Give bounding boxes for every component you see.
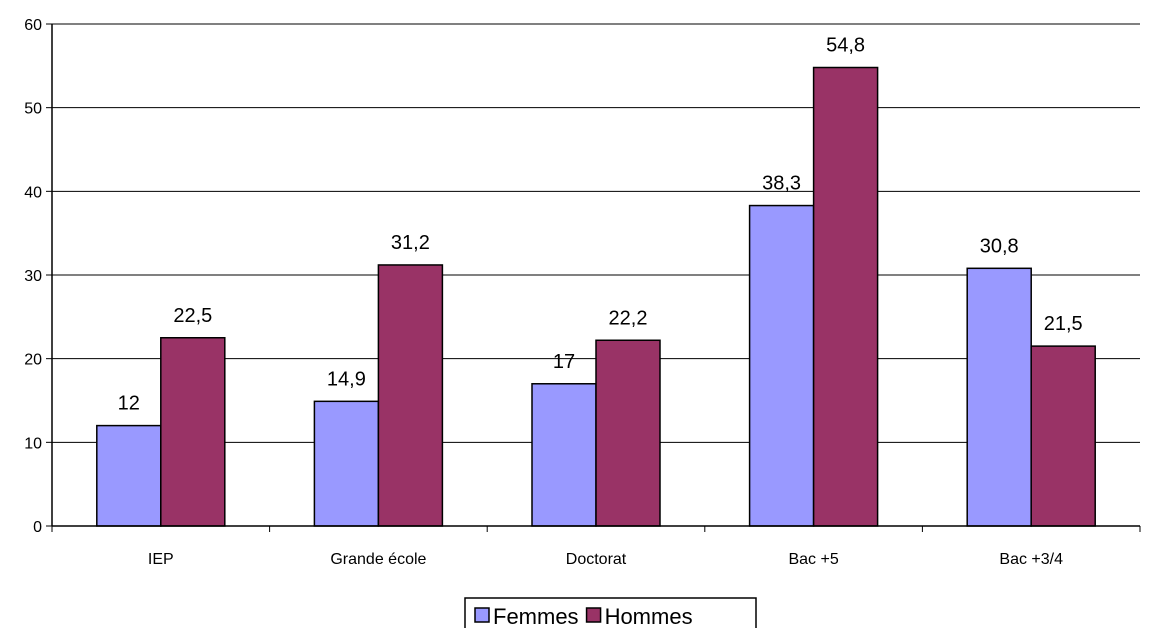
data-label: 21,5 bbox=[1044, 313, 1083, 335]
y-tick-label: 40 bbox=[24, 184, 42, 201]
bar-femmes bbox=[966, 267, 1032, 527]
data-label: 17 bbox=[553, 351, 575, 373]
bar-hommes bbox=[160, 337, 226, 527]
legend-swatch-femmes bbox=[474, 607, 490, 623]
bar-femmes bbox=[748, 204, 815, 527]
data-label: 12 bbox=[118, 393, 140, 415]
data-label: 22,2 bbox=[609, 307, 648, 329]
y-tick-label: 20 bbox=[24, 352, 42, 369]
legend-swatch-hommes bbox=[585, 607, 602, 623]
data-label: 54,8 bbox=[826, 35, 865, 57]
bar-hommes bbox=[812, 66, 879, 527]
legend: Femmes Hommes bbox=[464, 597, 757, 628]
bar-hommes bbox=[595, 339, 661, 527]
gridlines bbox=[52, 23, 1140, 443]
y-tick-labels: 0 10 20 30 40 50 60 bbox=[24, 17, 42, 536]
y-tick-label: 0 bbox=[33, 519, 42, 536]
bar-hommes bbox=[1030, 345, 1096, 527]
data-label: 14,9 bbox=[327, 368, 366, 390]
x-category-label: Bac +5 bbox=[788, 551, 838, 568]
bar-femmes bbox=[96, 424, 162, 527]
y-tick-label: 50 bbox=[24, 101, 42, 118]
data-label: 30,8 bbox=[980, 235, 1019, 257]
bar-femmes bbox=[531, 383, 597, 527]
legend-label: Hommes bbox=[605, 604, 693, 628]
x-category-labels: IEP Grande école Doctorat Bac +5 Bac +3/4 bbox=[148, 551, 1063, 568]
x-category-label: Doctorat bbox=[566, 551, 627, 568]
legend-box bbox=[464, 597, 757, 628]
x-category-label: Grande école bbox=[330, 551, 426, 568]
data-labels: 12 22,5 14,9 31,2 17 22,2 38,3 54,8 30,8 21,5 bbox=[118, 35, 1083, 415]
bars bbox=[96, 66, 1096, 527]
x-category-label: IEP bbox=[148, 551, 174, 568]
data-label: 22,5 bbox=[173, 305, 212, 327]
bar-hommes bbox=[377, 264, 444, 527]
y-tick-label: 30 bbox=[24, 268, 42, 285]
bar-femmes bbox=[313, 400, 380, 527]
legend-label: Femmes bbox=[493, 604, 579, 628]
data-label: 38,3 bbox=[762, 173, 801, 195]
y-tick-label: 60 bbox=[24, 17, 42, 34]
axes bbox=[46, 23, 1141, 532]
data-label: 31,2 bbox=[391, 232, 430, 254]
x-category-label: Bac +3/4 bbox=[999, 551, 1063, 568]
y-tick-label: 10 bbox=[24, 435, 42, 452]
